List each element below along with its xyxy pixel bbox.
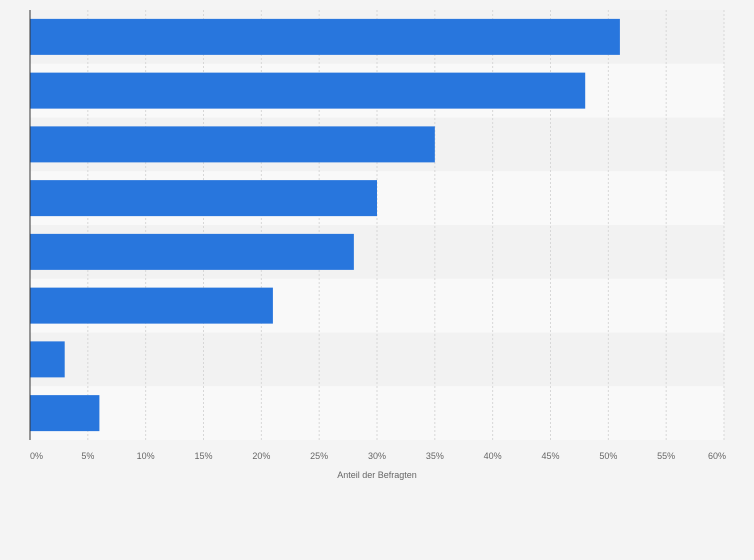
x-tick-label: 30% xyxy=(368,451,386,461)
x-tick-label: 55% xyxy=(657,451,675,461)
bar[interactable] xyxy=(30,287,273,324)
x-tick-label: 20% xyxy=(252,451,270,461)
bar[interactable] xyxy=(30,18,620,55)
x-tick-label: 45% xyxy=(541,451,559,461)
x-tick-label: 15% xyxy=(194,451,212,461)
bar[interactable] xyxy=(30,233,354,270)
bar[interactable] xyxy=(30,395,100,432)
x-tick-labels: 0% 5% 10% 15% 20% 25% 30% 35% 40% 45% 50% 55% 60% xyxy=(30,451,726,461)
bar[interactable] xyxy=(30,180,377,217)
x-tick-label: 60% xyxy=(708,451,726,461)
x-tick-label: 10% xyxy=(137,451,155,461)
x-tick-label: 50% xyxy=(599,451,617,461)
x-tick-label: 25% xyxy=(310,451,328,461)
bar[interactable] xyxy=(30,126,435,163)
bars xyxy=(30,18,620,432)
x-tick-label: 35% xyxy=(426,451,444,461)
x-tick-label: 40% xyxy=(484,451,502,461)
bar[interactable] xyxy=(30,341,65,378)
x-axis-title: Anteil der Befragten xyxy=(337,470,417,480)
bar[interactable] xyxy=(30,72,586,109)
x-tick-label: 5% xyxy=(81,451,94,461)
x-tick-label: 0% xyxy=(30,451,43,461)
